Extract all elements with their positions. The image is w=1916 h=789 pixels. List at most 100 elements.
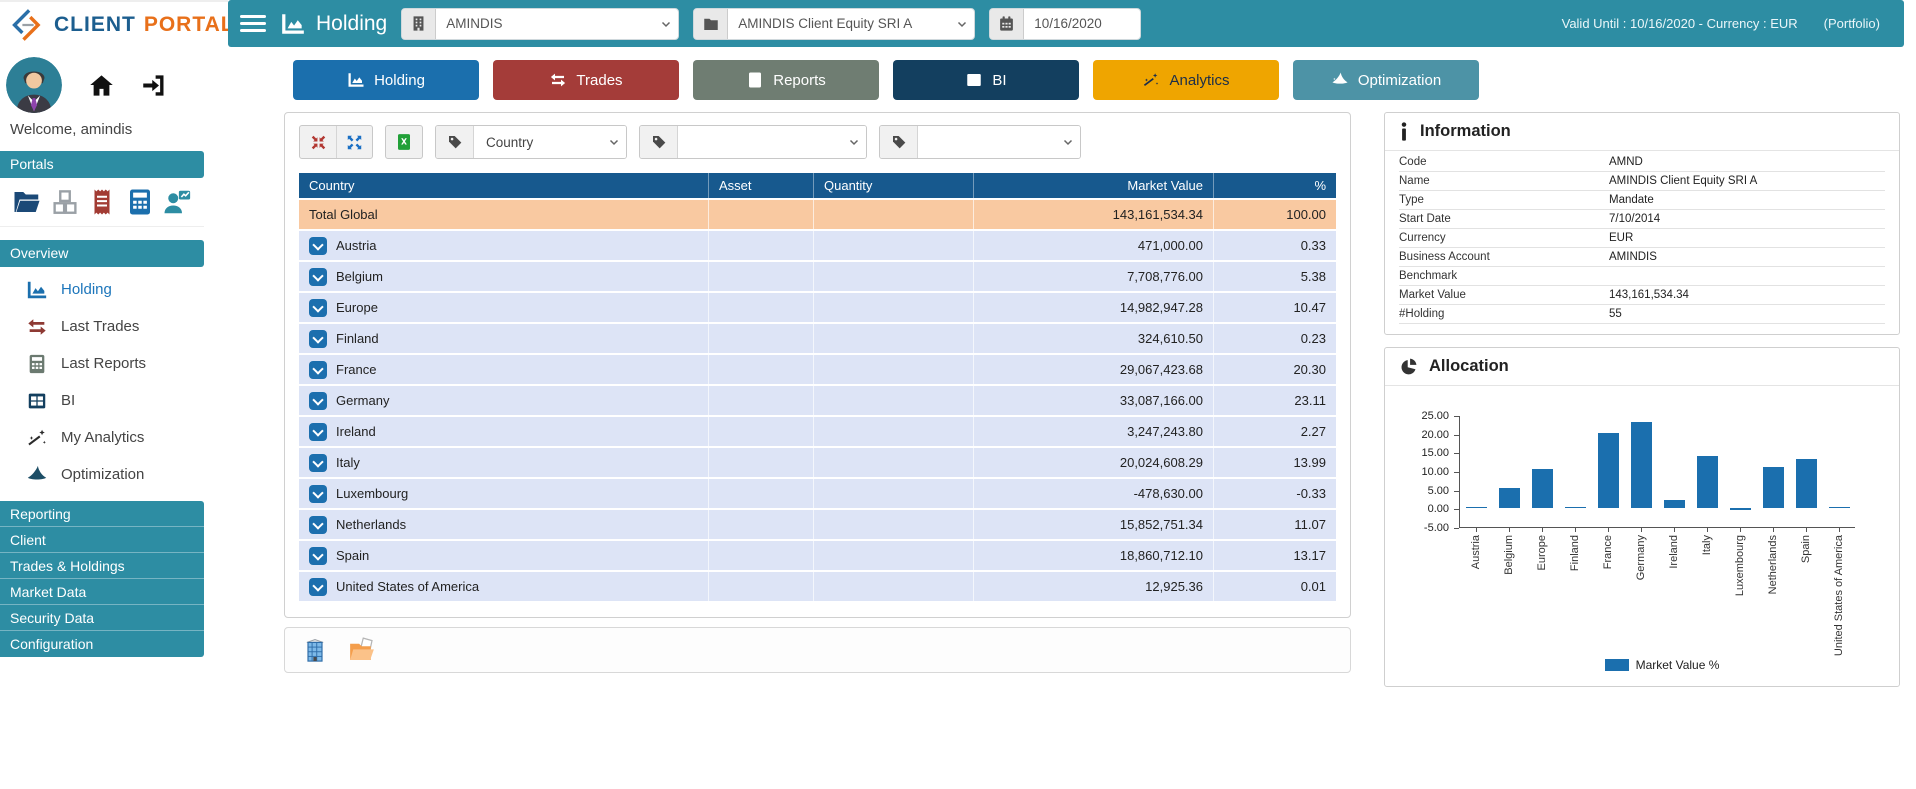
sidebar-section-market-data[interactable]: Market Data <box>0 579 204 605</box>
filter-groups: Country <box>435 125 1081 159</box>
country-label: Netherlands <box>336 517 407 532</box>
row-expander-button[interactable] <box>309 298 327 317</box>
country-label: Ireland <box>336 424 376 439</box>
sidebar-section-reporting[interactable]: Reporting <box>0 501 204 527</box>
chevron-down-icon <box>950 18 974 30</box>
row-expander-button[interactable] <box>309 515 327 534</box>
row-expander-button[interactable] <box>309 422 327 441</box>
bar-france <box>1598 432 1619 509</box>
account-select[interactable]: AMINDIS <box>401 7 680 40</box>
asset-cell <box>709 293 814 322</box>
quantity-cell <box>814 231 974 260</box>
total-label: Total Global <box>309 207 378 222</box>
collapse-all-button[interactable] <box>300 126 336 158</box>
tab-bi[interactable]: BI <box>893 60 1079 100</box>
row-expander-button[interactable] <box>309 360 327 379</box>
country-label: Spain <box>336 548 370 563</box>
date-input[interactable] <box>1034 16 1131 31</box>
info-field-value: 7/10/2014 <box>1609 213 1661 225</box>
bar-europe <box>1532 469 1553 509</box>
portal-reports-button[interactable] <box>125 187 155 217</box>
bar-slot <box>1790 416 1823 527</box>
filter-select-1[interactable]: Country <box>474 126 626 158</box>
bar-slot <box>1592 416 1625 527</box>
info-field-label: Business Account <box>1399 251 1490 263</box>
info-row-code: Code AMND <box>1399 153 1885 172</box>
logout-icon[interactable] <box>141 72 168 99</box>
info-field-label: #Holding <box>1399 308 1445 320</box>
portal-analytics-button[interactable] <box>162 187 192 217</box>
portal-invoices-button[interactable] <box>87 187 117 217</box>
swap-arrows-icon <box>26 316 48 338</box>
chevron-down-icon <box>608 136 620 148</box>
x-slot: Germany <box>1624 528 1657 650</box>
percent-cell: 5.38 <box>1300 269 1326 284</box>
bar-slot <box>1460 416 1493 527</box>
sidebar-section-trades-holdings[interactable]: Trades & Holdings <box>0 553 204 579</box>
info-icon <box>1399 122 1409 141</box>
row-expander-button[interactable] <box>309 453 327 472</box>
percent-cell: 23.11 <box>1294 393 1326 408</box>
information-fields: Code AMND Name AMINDIS Client Equity SRI A T… <box>1385 151 1899 334</box>
excel-export-button[interactable] <box>386 126 422 158</box>
building-icon <box>402 8 437 39</box>
tab-trades[interactable]: Trades <box>493 60 679 100</box>
calculator-icon <box>125 187 155 217</box>
open-folder-icon[interactable] <box>347 635 377 665</box>
table-row: Netherlands 15,852,751.34 11.07 <box>299 510 1336 541</box>
filter-select-3[interactable] <box>918 126 1080 158</box>
expand-all-button[interactable] <box>336 126 372 158</box>
sidebar-item-last-reports[interactable]: Last Reports <box>0 345 228 382</box>
sidebar-section-client[interactable]: Client <box>0 527 204 553</box>
row-expander-button[interactable] <box>309 546 327 565</box>
portal-documents-button[interactable] <box>12 187 42 217</box>
overview-section-header[interactable]: Overview <box>0 240 204 267</box>
company-building-icon[interactable] <box>301 636 329 664</box>
tag-icon-button[interactable] <box>436 126 474 158</box>
sidebar-item-holding[interactable]: Holding <box>0 271 228 308</box>
tag-icon-button[interactable] <box>640 126 678 158</box>
sidebar-item-bi[interactable]: BI <box>0 382 228 419</box>
row-expander-button[interactable] <box>309 577 327 596</box>
x-tick-label: Italy <box>1700 535 1713 556</box>
tab-holding[interactable]: Holding <box>293 60 479 100</box>
tag-icon <box>891 134 907 150</box>
row-expander-button[interactable] <box>309 484 327 503</box>
tag-icon <box>447 134 463 150</box>
row-expander-button[interactable] <box>309 267 327 286</box>
chart-legend: Market Value % <box>1435 658 1889 672</box>
folder-icon <box>694 8 729 39</box>
row-expander-button[interactable] <box>309 329 327 348</box>
row-expander-button[interactable] <box>309 391 327 410</box>
wand-icon <box>1142 71 1160 89</box>
sidebar-item-last-trades[interactable]: Last Trades <box>0 308 228 345</box>
country-label: Germany <box>336 393 390 408</box>
sidebar-section-security-data[interactable]: Security Data <box>0 605 204 631</box>
market-value-cell: 14,982,947.28 <box>974 293 1214 322</box>
x-slot: Luxembourg <box>1723 528 1756 650</box>
row-expander-button[interactable] <box>309 236 327 255</box>
tab-optimization[interactable]: Optimization <box>1293 60 1479 100</box>
information-panel: Information Code AMND Name AMINDIS Client E… <box>1384 112 1900 335</box>
country-cell: Germany <box>299 386 709 415</box>
portfolio-select[interactable]: AMINDIS Client Equity SRI A <box>693 7 976 40</box>
allocation-plot <box>1459 416 1855 528</box>
tag-icon-button[interactable] <box>880 126 918 158</box>
logo-diamond-icon <box>10 7 46 43</box>
information-title: Information <box>1420 122 1511 140</box>
menu-icon[interactable] <box>240 15 266 32</box>
filter-select-2[interactable] <box>678 126 866 158</box>
sidebar-item-optimization[interactable]: Optimization <box>0 456 228 493</box>
portals-section-header[interactable]: Portals <box>0 151 204 178</box>
sidebar-item-my-analytics[interactable]: My Analytics <box>0 419 228 456</box>
home-icon[interactable] <box>88 72 115 99</box>
tab-label: Optimization <box>1357 71 1442 89</box>
avatar[interactable] <box>6 57 62 113</box>
tab-reports[interactable]: Reports <box>693 60 879 100</box>
portal-products-button[interactable] <box>50 187 80 217</box>
bar-slot <box>1559 416 1592 527</box>
sidebar-section-configuration[interactable]: Configuration <box>0 631 204 657</box>
calendar-icon[interactable] <box>990 8 1025 39</box>
asset-cell <box>709 200 814 229</box>
tab-analytics[interactable]: Analytics <box>1093 60 1279 100</box>
